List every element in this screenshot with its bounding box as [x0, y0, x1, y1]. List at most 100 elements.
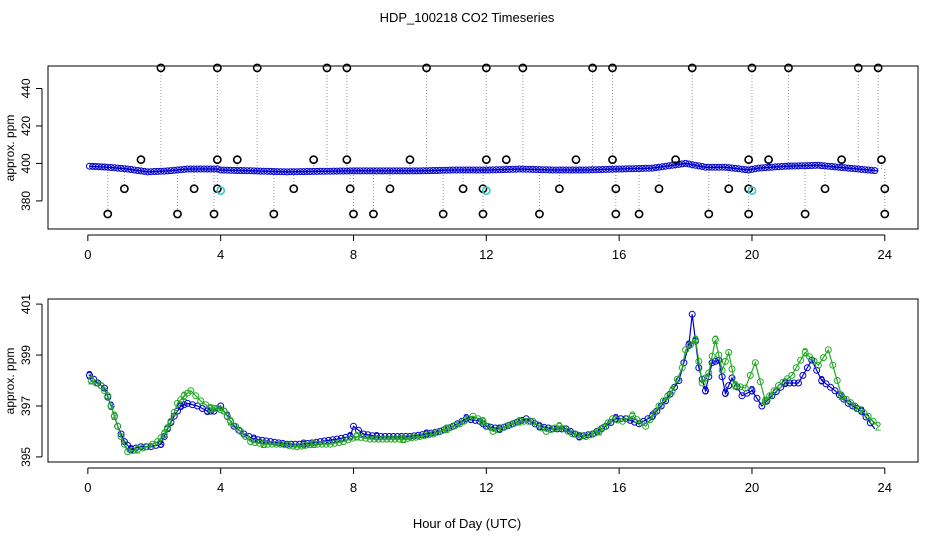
series-2-point: [383, 435, 391, 443]
series-2-point: [600, 423, 608, 431]
baseline-point: [632, 165, 640, 173]
top-x-axis: 0 4 8 12 16 20 24: [84, 234, 892, 262]
baseline-point: [223, 166, 231, 174]
baseline-point: [834, 163, 842, 171]
baseline-point: [569, 166, 577, 174]
calibration-mid-point: [764, 155, 773, 165]
calibration-mid-point: [212, 155, 222, 165]
series-2-label: 2: [732, 379, 739, 393]
x-tick-label: 24: [878, 480, 892, 495]
series-2-point: [533, 421, 541, 429]
baseline-point: [519, 165, 527, 173]
baseline-point: [137, 167, 145, 175]
series-2-point: [408, 434, 416, 442]
series-2-point: [395, 435, 403, 443]
series-2-point: [851, 402, 859, 410]
series-2-point: [869, 417, 877, 425]
baseline-point: [854, 165, 862, 173]
series-2-label: 2: [838, 389, 845, 403]
baseline-point: [120, 165, 128, 173]
baseline-point: [638, 164, 646, 172]
x-tick-label: 0: [84, 480, 91, 495]
series-2-point: [357, 433, 365, 441]
series-2-point: [502, 422, 510, 430]
baseline-point: [127, 166, 135, 173]
baseline-point: [526, 165, 533, 173]
baseline-point: [300, 168, 308, 176]
baseline-point: [213, 165, 221, 173]
series-2-point: [664, 392, 672, 400]
series-2-point: [251, 439, 259, 446]
baseline-point: [715, 163, 723, 171]
baseline-point: [134, 167, 142, 174]
series-2-label: 2: [875, 419, 882, 433]
baseline-point: [635, 165, 643, 172]
series-2-point: [434, 428, 442, 436]
series-2-point: [484, 422, 492, 430]
baseline-point: [838, 164, 846, 171]
baseline-point: [612, 165, 620, 173]
series-2-point: [578, 432, 585, 440]
baseline-point: [230, 166, 238, 174]
top-y-axis: 380 400 420 440: [19, 78, 43, 211]
baseline-point: [814, 161, 822, 169]
baseline-point: [595, 166, 603, 174]
series-2-point: [633, 416, 641, 424]
series-2-label: 2: [629, 409, 636, 423]
baseline-point: [110, 164, 118, 172]
calibration-low-point: [189, 184, 199, 194]
baseline-point: [147, 168, 155, 176]
baseline-point: [552, 166, 560, 174]
series-2-point: [331, 439, 339, 447]
calibration-mid-point: [744, 155, 754, 165]
baseline-point: [260, 167, 268, 175]
calibration-zero-point: [800, 209, 810, 219]
baseline-point: [702, 163, 709, 171]
baseline-point: [403, 167, 411, 175]
series-2-point: [416, 433, 424, 440]
series-2-point: [314, 440, 322, 448]
calibration-zero-point: [269, 209, 279, 219]
series-2-point: [775, 382, 782, 390]
baseline-point: [625, 165, 633, 173]
series-2-label: 2: [669, 384, 676, 398]
y-tick-label: 395: [19, 447, 33, 467]
series-2-point: [595, 427, 603, 435]
bottom-plot-frame: [47, 298, 919, 463]
series-2-point: [520, 417, 528, 425]
baseline-point: [429, 167, 437, 174]
baseline-point: [114, 164, 122, 172]
series-2-label: 2: [111, 409, 118, 423]
baseline-point: [735, 165, 743, 173]
series-2-label: 2: [181, 389, 188, 403]
series-2-label: 2: [161, 427, 168, 441]
baseline-point: [844, 164, 852, 172]
calibration-high-point: [156, 63, 166, 73]
calibration-low-point: [458, 184, 468, 194]
series-2-point: [374, 435, 382, 443]
series-2-point: [326, 440, 334, 448]
calibration-high-point: [873, 63, 883, 73]
baseline-point: [841, 164, 849, 172]
series-2-point: [864, 412, 872, 420]
calibration-zero-point: [744, 209, 754, 219]
baseline-point: [615, 165, 623, 173]
baseline-point: [330, 167, 338, 175]
baseline-point: [446, 166, 454, 174]
calibration-mid-point: [136, 155, 146, 165]
series-2-point: [806, 353, 813, 361]
baseline-point: [353, 167, 361, 175]
y-tick-label: 420: [19, 116, 33, 136]
baseline-point: [243, 167, 251, 175]
baseline-point: [399, 167, 407, 175]
baseline-point: [851, 165, 859, 173]
series-3-point: [786, 379, 794, 387]
series-2-point: [770, 387, 778, 395]
series-3-point: [355, 426, 362, 434]
series-2-point: [736, 383, 744, 391]
bottom-x-axis: 0 4 8 12 16 20 24: [84, 467, 892, 495]
baseline-point: [785, 162, 792, 170]
series-2-point: [731, 382, 739, 390]
figure-title: HDP_100218 CO2 Timeseries: [380, 10, 555, 25]
